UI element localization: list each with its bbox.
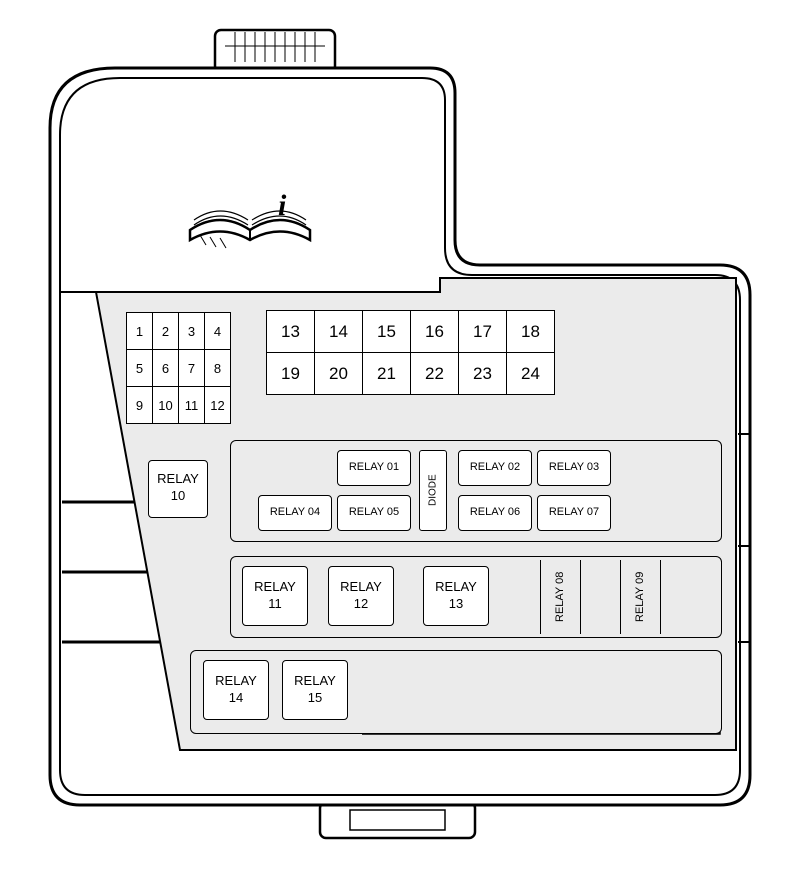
fuse-12: 12 bbox=[205, 387, 231, 424]
relay-12-top: RELAY bbox=[340, 579, 382, 596]
divider bbox=[540, 560, 541, 634]
fuse-20: 20 bbox=[315, 353, 363, 395]
fuse-10: 10 bbox=[153, 387, 179, 424]
relay-14: RELAY 14 bbox=[203, 660, 269, 720]
fuse-22: 22 bbox=[411, 353, 459, 395]
relay-10-number: 10 bbox=[171, 488, 185, 503]
fuse-6: 6 bbox=[153, 350, 179, 387]
divider bbox=[660, 560, 661, 634]
fuse-21: 21 bbox=[363, 353, 411, 395]
relay-05: RELAY 05 bbox=[337, 495, 411, 531]
fuse-1: 1 bbox=[127, 313, 153, 350]
manual-info-icon: i bbox=[180, 175, 330, 270]
fuse-7: 7 bbox=[179, 350, 205, 387]
relay-15: RELAY 15 bbox=[282, 660, 348, 720]
fuse-4: 4 bbox=[205, 313, 231, 350]
relay-11: RELAY 11 bbox=[242, 566, 308, 626]
relay-13-bot: 13 bbox=[449, 596, 463, 613]
relay-15-top: RELAY bbox=[294, 673, 336, 690]
fuse-11: 11 bbox=[179, 387, 205, 424]
relay-15-bot: 15 bbox=[308, 690, 322, 707]
fuse-9: 9 bbox=[127, 387, 153, 424]
relay-07: RELAY 07 bbox=[537, 495, 611, 531]
fuse-5: 5 bbox=[127, 350, 153, 387]
fuse-box-diagram: i 1 2 3 4 5 6 7 8 9 10 11 12 13 14 15 16… bbox=[20, 20, 780, 850]
relay-12: RELAY 12 bbox=[328, 566, 394, 626]
fuse-2: 2 bbox=[153, 313, 179, 350]
info-letter: i bbox=[278, 189, 287, 222]
relay-12-bot: 12 bbox=[354, 596, 368, 613]
fuse-13: 13 bbox=[267, 311, 315, 353]
relay-11-top: RELAY bbox=[254, 579, 296, 596]
fuse-3: 3 bbox=[179, 313, 205, 350]
fuse-18: 18 bbox=[507, 311, 555, 353]
relay-13: RELAY 13 bbox=[423, 566, 489, 626]
relay-section-3 bbox=[190, 650, 722, 734]
relay-13-top: RELAY bbox=[435, 579, 477, 596]
relay-04: RELAY 04 bbox=[258, 495, 332, 531]
relay-11-bot: 11 bbox=[268, 596, 282, 613]
relay-08: RELAY 08 bbox=[550, 560, 570, 634]
large-fuse-grid: 13 14 15 16 17 18 19 20 21 22 23 24 bbox=[266, 310, 555, 395]
relay-09: RELAY 09 bbox=[630, 560, 650, 634]
fuse-19: 19 bbox=[267, 353, 315, 395]
fuse-8: 8 bbox=[205, 350, 231, 387]
relay-01: RELAY 01 bbox=[337, 450, 411, 486]
relay-06: RELAY 06 bbox=[458, 495, 532, 531]
fuse-24: 24 bbox=[507, 353, 555, 395]
fuse-14: 14 bbox=[315, 311, 363, 353]
relay-02: RELAY 02 bbox=[458, 450, 532, 486]
small-fuse-grid: 1 2 3 4 5 6 7 8 9 10 11 12 bbox=[126, 312, 231, 424]
fuse-17: 17 bbox=[459, 311, 507, 353]
relay-14-bot: 14 bbox=[229, 690, 243, 707]
relay-10: RELAY 10 bbox=[148, 460, 208, 518]
divider bbox=[620, 560, 621, 634]
divider bbox=[580, 560, 581, 634]
diode: DIODE bbox=[419, 450, 447, 531]
fuse-23: 23 bbox=[459, 353, 507, 395]
relay-10-label: RELAY bbox=[157, 471, 199, 486]
relay-03: RELAY 03 bbox=[537, 450, 611, 486]
fuse-15: 15 bbox=[363, 311, 411, 353]
relay-14-top: RELAY bbox=[215, 673, 257, 690]
fuse-16: 16 bbox=[411, 311, 459, 353]
